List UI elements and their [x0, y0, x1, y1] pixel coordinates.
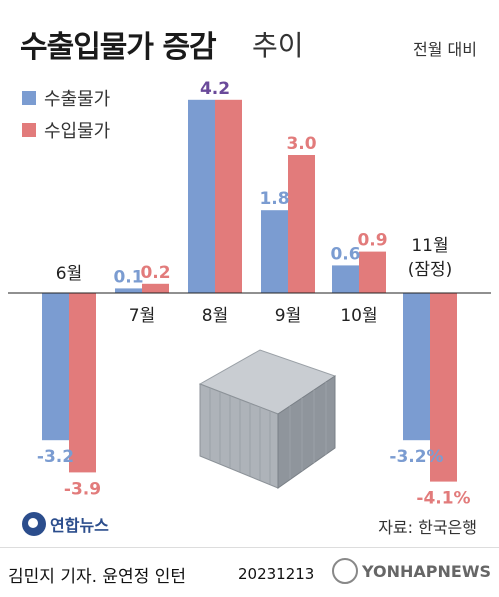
chart-title: 수출입물가 증감 [20, 30, 217, 65]
legend-swatch-import [22, 123, 36, 137]
labels-group: -3.2 0.1 4.2 1.8 0.6 -3.2% -3.9 0.2 3.0 0.9 -4.1% 6… [37, 79, 471, 509]
shipping-container-illustration [198, 349, 337, 489]
bar-import-4 [359, 251, 386, 293]
legend-item-import: 수입물가 [22, 120, 111, 142]
bar-chart: -3.2 0.1 4.2 1.8 0.6 -3.2% -3.9 0.2 3.0 0.9 -4.1% 6… [8, 79, 491, 509]
value-label-import-1: 0.2 [140, 263, 170, 283]
yonhap-logo-text: 연합뉴스 [50, 516, 109, 535]
category-label-3: 9월 [275, 306, 301, 326]
value-label-export-5: -3.2% [389, 447, 443, 467]
bar-export-2 [188, 99, 215, 293]
yonhapnews-watermark: YONHAPNEWS [332, 558, 491, 584]
yonhapnews-watermark-text: YONHAPNEWS [362, 561, 491, 581]
yonhap-logo: 연합뉴스 [22, 512, 109, 536]
legend-label-import: 수입물가 [44, 121, 111, 142]
bar-import-2 [215, 99, 242, 293]
value-label-import-4: 0.9 [357, 231, 387, 251]
bar-export-5 [403, 293, 430, 441]
category-label-5-line2: (잠정) [408, 260, 453, 280]
category-label-5-line1: 11월 [411, 236, 448, 256]
yonhapnews-watermark-icon [332, 558, 358, 584]
value-label-export-2: 4.2 [200, 79, 230, 99]
legend-label-export: 수출물가 [44, 89, 111, 110]
bar-export-1 [115, 288, 142, 293]
category-label-4: 10월 [340, 306, 377, 326]
bar-import-0 [69, 293, 96, 473]
legend-swatch-export [22, 91, 36, 105]
value-label-export-1: 0.1 [113, 267, 143, 287]
category-label-1: 7월 [129, 306, 155, 326]
value-label-import-0: -3.9 [64, 479, 101, 499]
bar-export-0 [42, 293, 69, 441]
date-text: 20231213 [238, 565, 315, 583]
chart-title-suffix: 추이 [252, 29, 304, 62]
legend-item-export: 수출물가 [22, 88, 111, 110]
bar-import-5 [430, 293, 457, 482]
value-label-export-0: -3.2 [37, 447, 74, 467]
value-label-import-5: -4.1% [416, 489, 470, 509]
bar-import-3 [288, 155, 315, 293]
value-label-export-3: 1.8 [259, 189, 289, 209]
yonhap-logo-icon [22, 512, 46, 536]
bars-group [42, 99, 457, 482]
value-label-import-3: 3.0 [286, 134, 316, 154]
credit-text: 김민지 기자. 윤연정 인턴 [8, 567, 187, 587]
bar-import-1 [142, 283, 169, 293]
unit-note: 전월 대비 [413, 40, 477, 59]
category-label-2: 8월 [202, 306, 228, 326]
footer-bar [0, 547, 499, 597]
source-note: 자료: 한국은행 [378, 518, 477, 537]
bar-export-4 [332, 265, 359, 293]
bar-export-3 [261, 210, 288, 293]
value-label-export-4: 0.6 [330, 244, 360, 264]
category-label-0: 6월 [56, 264, 82, 284]
